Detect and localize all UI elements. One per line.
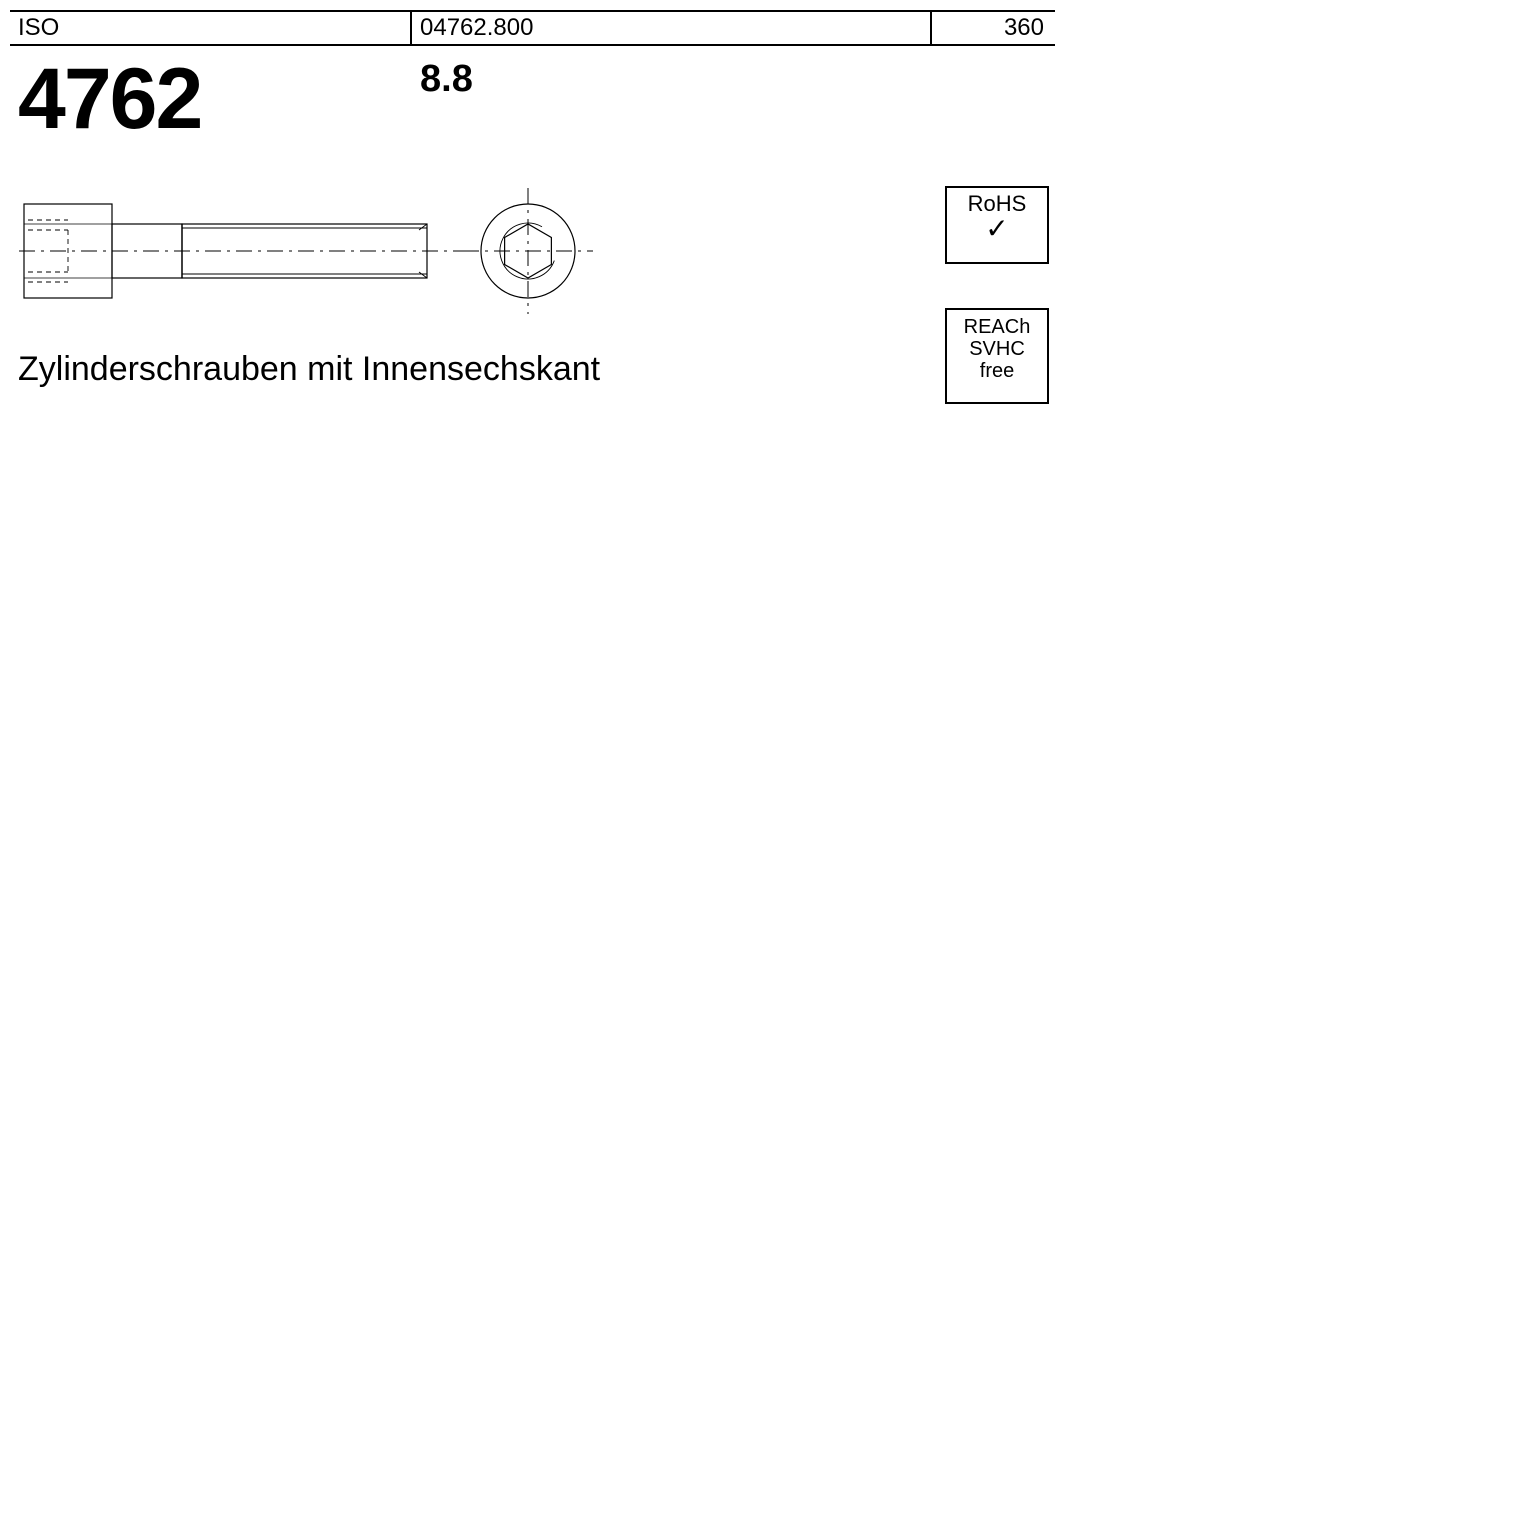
bolt-diagram	[18, 186, 618, 316]
standard-label: ISO	[18, 12, 408, 44]
product-description: Zylinderschrauben mit Innensechskant	[18, 350, 600, 389]
reach-line2: SVHC	[947, 338, 1047, 360]
extra-code: 360	[935, 12, 1050, 44]
main-number: 4762	[18, 50, 201, 149]
header-separator-2	[930, 12, 932, 44]
header-row: ISO 04762.800 360	[10, 10, 1055, 46]
spec-card: ISO 04762.800 360 4762 8.8 Zylinderschra…	[10, 10, 1055, 430]
rohs-badge: RoHS ✓	[945, 186, 1049, 264]
reach-badge: REACh SVHC free	[945, 308, 1049, 404]
reach-line3: free	[947, 360, 1047, 382]
part-code: 04762.800	[420, 12, 920, 44]
header-separator-1	[410, 12, 412, 44]
strength-grade: 8.8	[420, 58, 473, 101]
reach-line1: REACh	[947, 316, 1047, 338]
check-icon: ✓	[947, 214, 1047, 245]
